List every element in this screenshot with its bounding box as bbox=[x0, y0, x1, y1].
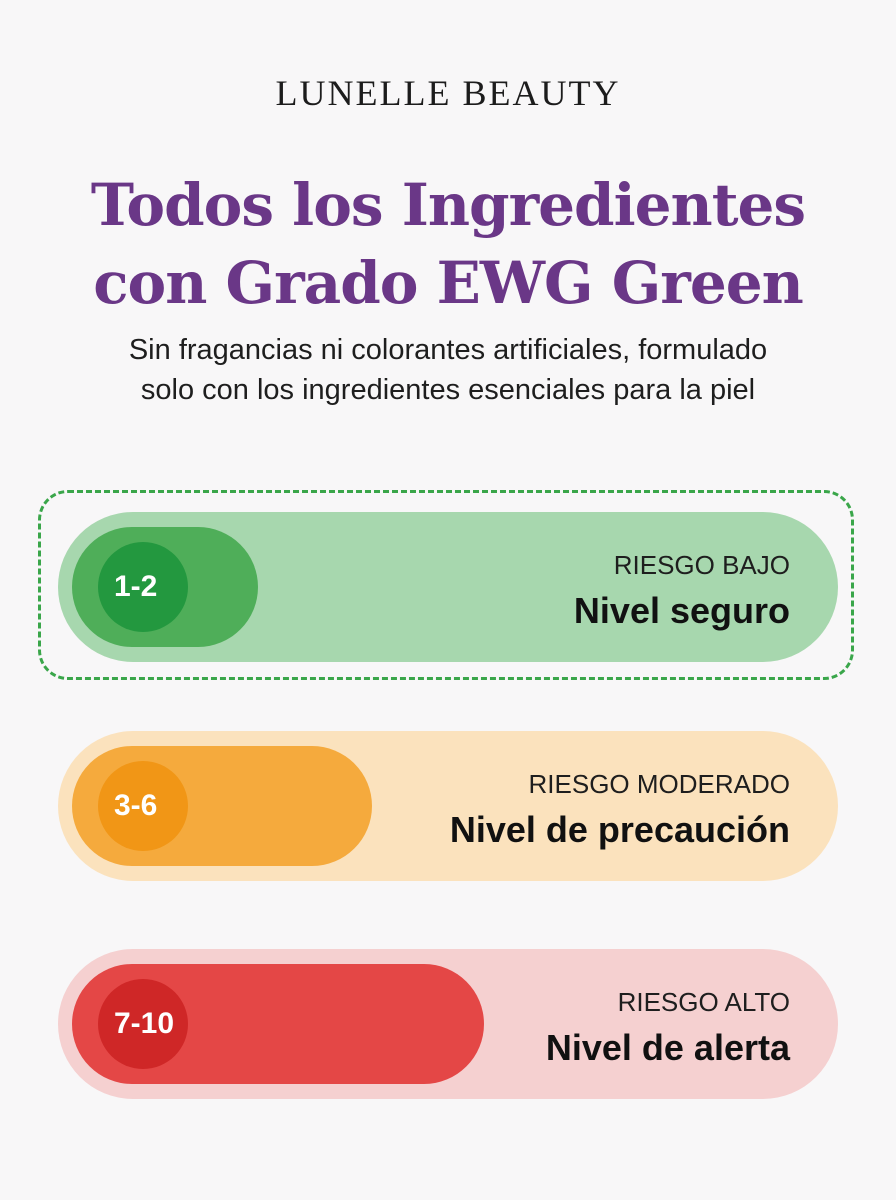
risk-card-high: 7-10 RIESGO ALTO Nivel de alerta bbox=[58, 949, 838, 1099]
risk-card-moderate: 3-6 RIESGO MODERADO Nivel de precaución bbox=[58, 731, 838, 881]
title-line-2: con Grado EWG Green bbox=[93, 249, 804, 317]
score-range: 3-6 bbox=[114, 789, 158, 822]
subtitle-line-1: Sin fragancias ni colorantes artificiale… bbox=[128, 334, 768, 366]
score-range: 7-10 bbox=[114, 1007, 175, 1040]
page-subtitle: Sin fragancias ni colorantes artificiale… bbox=[0, 330, 896, 410]
brand-name: LUNELLE BEAUTY bbox=[275, 73, 621, 113]
risk-card-low: 1-2 RIESGO BAJO Nivel seguro bbox=[58, 512, 838, 662]
level-label: Nivel seguro bbox=[573, 590, 790, 631]
subtitle-line-2: solo con los ingredientes esenciales par… bbox=[140, 374, 756, 406]
risk-label: RIESGO ALTO bbox=[617, 987, 790, 1017]
risk-label: RIESGO MODERADO bbox=[528, 769, 790, 799]
highlight-frame bbox=[38, 490, 854, 680]
level-label: Nivel de alerta bbox=[545, 1027, 790, 1068]
score-badge bbox=[98, 979, 188, 1069]
score-badge bbox=[98, 761, 188, 851]
level-label: Nivel de precaución bbox=[449, 809, 790, 850]
page-title: Todos los Ingredientes con Grado EWG Gre… bbox=[0, 166, 896, 322]
score-range: 1-2 bbox=[114, 570, 158, 603]
title-line-1: Todos los Ingredientes bbox=[90, 171, 806, 239]
risk-label: RIESGO BAJO bbox=[613, 550, 790, 580]
score-badge bbox=[98, 542, 188, 632]
